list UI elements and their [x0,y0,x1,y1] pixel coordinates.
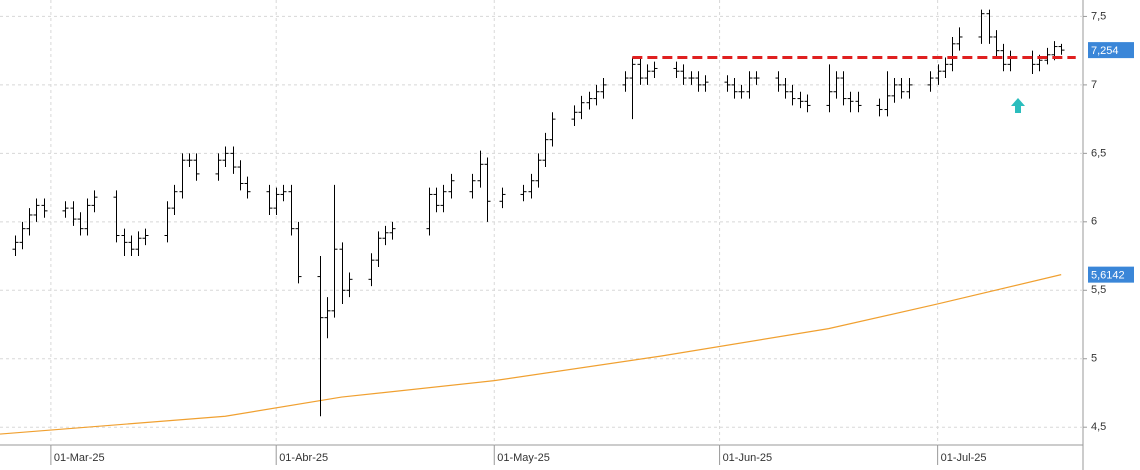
x-tick-label: 01-Abr-25 [279,452,328,464]
price-label: 5,6142 [1091,270,1125,282]
y-tick-label: 6,5 [1091,147,1106,159]
x-tick-label: 01-Mar-25 [54,452,105,464]
moving-average-line [0,274,1062,435]
price-box [1088,42,1134,59]
y-tick-label: 6 [1091,216,1097,228]
y-tick-label: 4,5 [1091,421,1106,433]
y-tick-label: 7,5 [1091,10,1106,22]
y-tick-label: 5,5 [1091,284,1106,296]
price-box [1088,266,1134,283]
y-tick-label: 7 [1091,79,1097,91]
price-label: 7,254 [1091,45,1119,57]
x-tick-label: 01-Jun-25 [723,452,773,464]
x-tick-label: 01-Jul-25 [941,452,987,464]
x-tick-label: 01-May-25 [497,452,550,464]
annotation-arrow [1011,98,1025,113]
y-tick-label: 5 [1091,353,1097,365]
